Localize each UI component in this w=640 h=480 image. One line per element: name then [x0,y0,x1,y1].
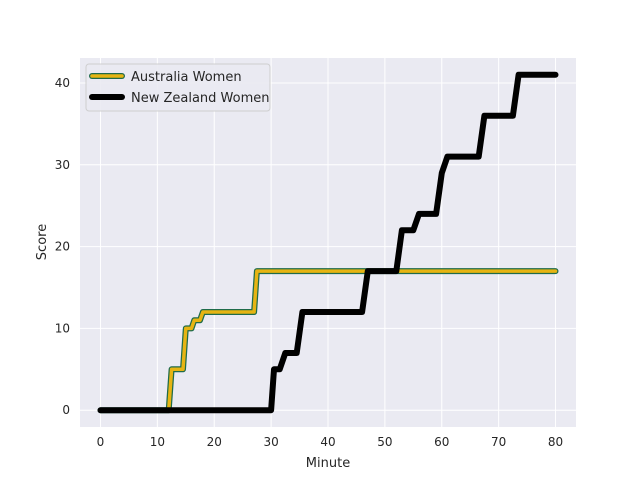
y-tick-labels: 0 10 20 30 40 [55,76,70,417]
x-tick-label: 50 [377,435,392,449]
legend-label-new-zealand-women: New Zealand Women [131,91,270,106]
x-tick-label: 10 [150,435,165,449]
legend-box [85,63,271,112]
x-tick-labels: 0 10 20 30 40 50 60 70 80 [97,435,564,449]
x-tick-label: 40 [320,435,335,449]
x-axis-label: Minute [306,456,350,471]
x-tick-label: 20 [207,435,222,449]
y-tick-label: 30 [55,158,70,172]
legend: Australia Women New Zealand Women [85,63,271,112]
x-tick-label: 80 [548,435,563,449]
y-tick-label: 0 [62,403,70,417]
y-tick-label: 20 [55,240,70,254]
y-tick-label: 40 [55,76,70,90]
series-line-new-zealand-women [98,73,558,412]
legend-label-australia-women: Australia Women [131,70,242,85]
series-lines [97,71,559,414]
x-tick-label: 30 [263,435,278,449]
x-tick-label: 70 [491,435,506,449]
series-line-australia-women [98,269,558,412]
x-tick-label: 60 [434,435,449,449]
x-tick-label: 0 [97,435,105,449]
y-tick-label: 10 [55,321,70,335]
y-axis-label: Score [35,224,50,260]
grid-lines [80,58,576,427]
